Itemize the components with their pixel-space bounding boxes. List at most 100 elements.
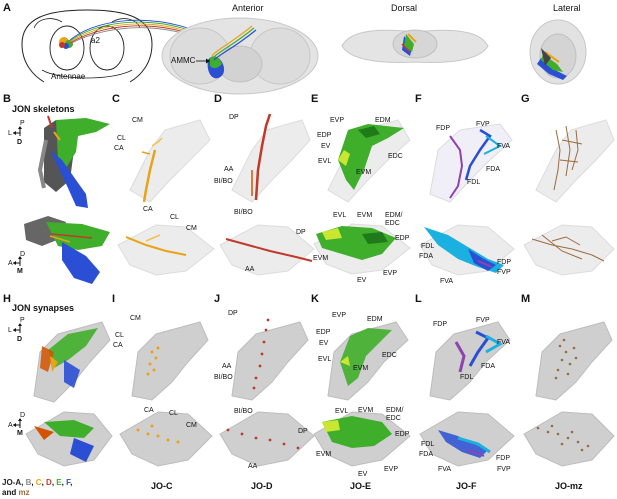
- legend-mz: mz: [18, 488, 30, 497]
- bottom-label-jo-mz: JO-mz: [555, 481, 583, 491]
- skeletons-section-title: JON skeletons: [12, 104, 75, 114]
- k-edc-label-top: EDC: [382, 352, 397, 359]
- panel-m-synapses-bottom: [523, 411, 615, 467]
- axis-p-top: P: [20, 120, 25, 127]
- panel-g-skeleton-bottom: [523, 224, 615, 276]
- panel-i-synapses-top: [131, 321, 209, 401]
- l-fdl-label-top: FDL: [460, 374, 474, 381]
- e-evl-label-bottom: EVL: [333, 212, 347, 219]
- l-fvp-label-top: FVP: [476, 317, 490, 324]
- e-ev-label-top: EV: [321, 143, 331, 150]
- legend-e: E: [56, 478, 62, 487]
- anterior-brain-render: [161, 17, 319, 95]
- axis-cross-top: [13, 126, 22, 136]
- panel-letter-b: B: [3, 93, 11, 105]
- panel-letter-i: I: [112, 293, 116, 305]
- legend-b: B: [25, 478, 32, 487]
- legend-c: C: [35, 478, 42, 487]
- panel-j-synapses-top: [231, 318, 309, 401]
- k-evm-label-top: EVM: [353, 365, 369, 372]
- panel-letter-g: G: [521, 93, 530, 105]
- e-evm-label-bottom-2: EVM: [313, 255, 329, 262]
- k-evp-label-top: EVP: [332, 312, 347, 319]
- axis-m-h-bottom: M: [17, 430, 23, 437]
- d-aa-label-top: AA: [224, 166, 234, 173]
- d-aa-label-bottom: AA: [245, 266, 255, 273]
- f-fva-label-top: FVA: [497, 143, 511, 150]
- panel-letter-d: D: [214, 93, 222, 105]
- bottom-label-jo-f: JO-F: [456, 481, 477, 491]
- panel-i-synapses-bottom: [119, 411, 213, 467]
- panel-c-skeleton-top: [129, 119, 211, 203]
- j-dp-label-bottom: DP: [298, 428, 308, 435]
- l-fva-label-top: FVA: [497, 339, 511, 346]
- c-ca-label-top: CA: [114, 145, 124, 152]
- i-cl-label-top: CL: [115, 332, 124, 339]
- legend-and: and: [2, 488, 19, 497]
- f-fda-label-top: FDA: [486, 166, 500, 173]
- panel-letter-j: J: [214, 293, 221, 305]
- l-fvp-label-bottom: FVP: [497, 466, 511, 473]
- l-fda-label-top: FDA: [481, 363, 495, 370]
- lateral-title: Lateral: [553, 3, 581, 13]
- j-aa-label-top: AA: [222, 363, 232, 370]
- dorsal-brain-render: [341, 29, 489, 63]
- l-fda-label-bottom: FDA: [419, 451, 433, 458]
- f-fva-label-bottom: FVA: [440, 278, 454, 285]
- panel-letter-a: A: [3, 2, 11, 14]
- panel-f-skeleton-bottom: [419, 224, 515, 276]
- legend-comma-e: ,: [61, 478, 67, 487]
- panel-d-skeleton-top: [231, 113, 311, 203]
- panel-b-skeletons-medial: [24, 216, 110, 284]
- axis-a-h-bottom: A: [8, 422, 13, 429]
- k-edp-label-top: EDP: [316, 329, 331, 336]
- j-aa-label-bottom: AA: [248, 463, 258, 470]
- j-bibo-label-top: BI/BO: [214, 374, 233, 381]
- ammc-arrow: [196, 58, 210, 64]
- e-evm-label-top: EVM: [356, 169, 372, 176]
- axis-m-bottom: M: [17, 268, 23, 275]
- panel-m-synapses-top: [535, 321, 613, 401]
- panel-l-synapses-bottom: [419, 411, 515, 467]
- l-fdl-label-bottom: FDL: [421, 441, 435, 448]
- e-evm-label-bottom: EVM: [357, 212, 373, 219]
- panel-k-synapses-top: [327, 321, 409, 401]
- axis-l-top: L: [8, 130, 12, 137]
- panel-c-skeleton-bottom: [117, 224, 215, 276]
- c-cm-label-bottom: CM: [186, 225, 197, 232]
- panel-e-skeleton-top: [327, 119, 411, 203]
- head-outline-diagram: [21, 9, 223, 83]
- e-evp-label-top: EVP: [330, 117, 345, 124]
- axis-a-bottom: A: [8, 260, 13, 267]
- i-cl-label-bottom: CL: [169, 410, 178, 417]
- axis-d-top: D: [17, 139, 23, 146]
- f-fdp-label-top: FDP: [436, 125, 450, 132]
- axis-cross-bottom: [13, 256, 22, 266]
- e-ev-label-bottom: EV: [357, 277, 367, 284]
- e-edm-label-top: EDM: [375, 117, 391, 124]
- panel-d-skeleton-bottom: [219, 224, 315, 276]
- panel-l-synapses-top: [429, 321, 511, 401]
- synapses-section-title: JON synapses: [12, 303, 75, 313]
- e-edp-label-top: EDP: [317, 132, 332, 139]
- legend-comma-f: ,: [70, 478, 73, 487]
- panel-letter-l: L: [415, 293, 422, 305]
- c-cl-label-bottom: CL: [170, 214, 179, 221]
- panel-letter-k: K: [311, 293, 319, 305]
- k-edm-edc-label-bottom: EDM/ EDC: [386, 407, 404, 422]
- k-evm-label-bottom-2: EVM: [316, 451, 332, 458]
- panel-h-synapses-medial: [25, 411, 113, 467]
- c-cl-label-top: CL: [117, 135, 126, 142]
- panel-letter-f: F: [415, 93, 422, 105]
- e-evp-label-bottom: EVP: [383, 270, 398, 277]
- d-dp-label-top: DP: [229, 114, 239, 121]
- panel-letter-c: C: [112, 93, 120, 105]
- legend-jon-colors: JO-A, B, C, D, E, F, and mz: [2, 478, 72, 498]
- f-fda-label-bottom: FDA: [419, 253, 433, 260]
- antennae-label: Antennae: [51, 72, 86, 81]
- k-ev-label-bottom: EV: [358, 471, 368, 478]
- j-dp-label-top: DP: [228, 310, 238, 317]
- bottom-label-jo-e: JO-E: [350, 481, 372, 491]
- f-fvp-label-bottom: FVP: [497, 269, 511, 276]
- axis-l-h: L: [8, 327, 12, 334]
